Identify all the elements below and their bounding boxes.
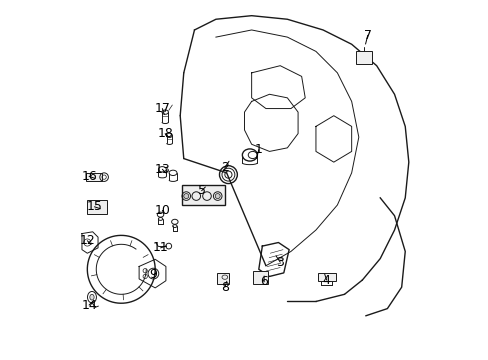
Text: 17: 17 (154, 102, 170, 115)
Text: 3: 3 (276, 256, 284, 269)
Text: 5: 5 (197, 184, 205, 197)
Text: 6: 6 (260, 275, 267, 288)
Text: 9: 9 (149, 268, 157, 281)
Text: 4: 4 (322, 274, 330, 287)
Circle shape (215, 194, 220, 199)
Text: 8: 8 (221, 281, 228, 294)
Text: 14: 14 (81, 298, 97, 311)
Text: 13: 13 (154, 163, 170, 176)
Bar (356, 51, 371, 64)
Bar (252, 271, 268, 284)
Text: 16: 16 (81, 170, 97, 183)
Ellipse shape (90, 294, 94, 300)
Text: 15: 15 (86, 200, 102, 213)
Bar (87, 200, 107, 214)
Bar (182, 185, 224, 205)
Text: 7: 7 (363, 29, 371, 42)
Text: 1: 1 (254, 143, 262, 156)
Bar (86, 173, 102, 181)
Bar (216, 273, 229, 284)
Text: 10: 10 (154, 204, 170, 217)
Text: 11: 11 (152, 241, 168, 255)
Bar (317, 273, 335, 282)
Text: 18: 18 (157, 127, 173, 140)
Circle shape (183, 194, 188, 199)
Text: 2: 2 (221, 161, 228, 174)
Text: 12: 12 (79, 234, 95, 247)
